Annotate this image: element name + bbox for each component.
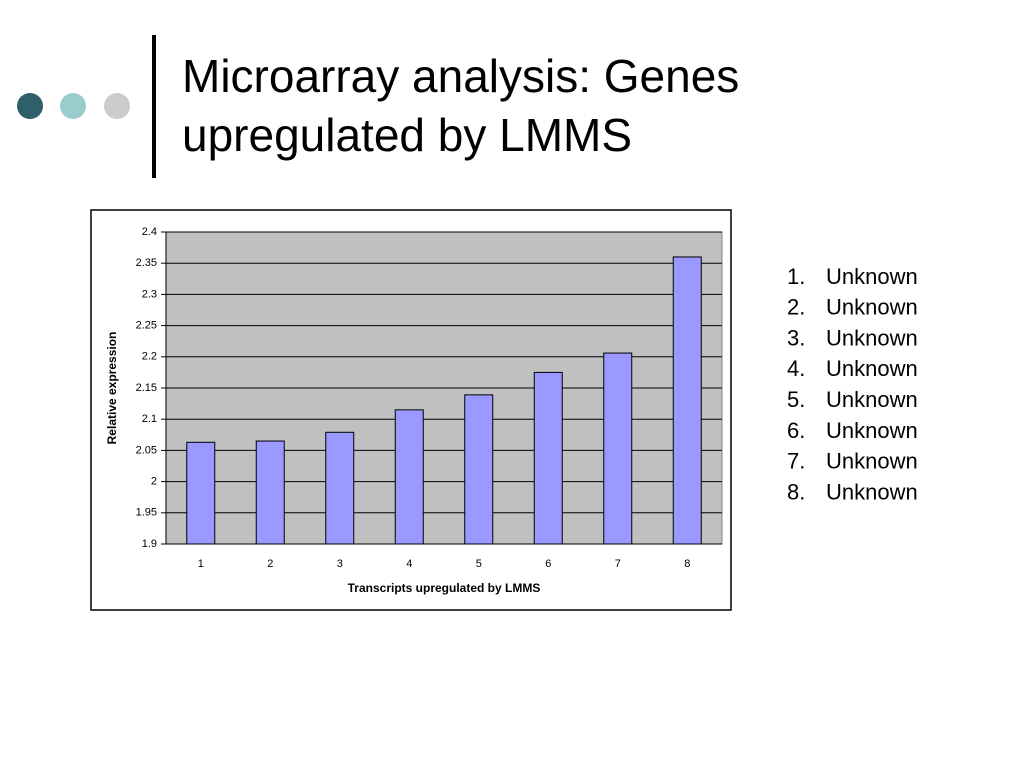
list-item: Unknown [826,295,918,320]
x-tick-label: 4 [406,558,412,570]
list-marker: 7. [787,449,805,474]
bar [186,441,216,545]
list-marker: 2. [787,295,805,320]
y-tick-label: 1.9 [142,538,157,550]
x-axis-label: Transcripts upregulated by LMMS [348,581,541,595]
bar [464,394,494,545]
x-tick-label: 8 [684,558,690,570]
list-item: Unknown [826,387,918,412]
decor-dot [17,93,43,119]
y-axis-label: Relative expression [105,332,119,445]
decor-dot [104,93,130,119]
bar [394,409,424,545]
list-marker: 5. [787,387,805,412]
chart: 1.9 1.95 2 2.05 2.1 2.15 2.2 2.25 2.3 2.35 2.4 1 2 3 4… [105,226,723,595]
list-item: Unknown [826,356,918,381]
list-marker: 6. [787,418,805,443]
y-tick-label: 2.4 [142,226,157,238]
x-tick-label: 1 [198,558,204,570]
y-tick-label: 2.35 [136,257,157,269]
list-item: Unknown [826,449,918,474]
y-tick-label: 1.95 [136,507,157,519]
x-tick-label: 6 [545,558,551,570]
x-tick-label: 7 [615,558,621,570]
y-tick-label: 2.25 [136,320,157,332]
list-marker: 1. [787,264,805,289]
y-tick-label: 2 [151,476,157,488]
y-tick-label: 2.3 [142,288,157,300]
list-item: Unknown [826,264,918,289]
list-item: Unknown [826,418,918,443]
x-tick-label: 5 [476,558,482,570]
x-tick-label: 3 [337,558,343,570]
list-marker: 4. [787,356,805,381]
bar [603,352,633,545]
x-tick-label: 2 [267,558,273,570]
slide-title: Microarray analysis: Genes [182,50,739,102]
bar [533,371,563,545]
bar [672,256,702,545]
list-item: Unknown [826,325,918,350]
bar [255,440,285,545]
y-tick-label: 2.1 [142,413,157,425]
list-item: Unknown [826,479,918,504]
y-tick-label: 2.05 [136,444,157,456]
decor-dot [60,93,86,119]
y-tick-label: 2.15 [136,382,157,394]
list-marker: 3. [787,325,805,350]
list: 1. Unknown 2. Unknown 3. Unknown 4. Unknown 5. Un… [787,264,918,505]
slide-title: upregulated by LMMS [182,109,632,161]
bar [325,431,355,545]
list-marker: 8. [787,479,805,504]
y-tick-label: 2.2 [142,351,157,363]
